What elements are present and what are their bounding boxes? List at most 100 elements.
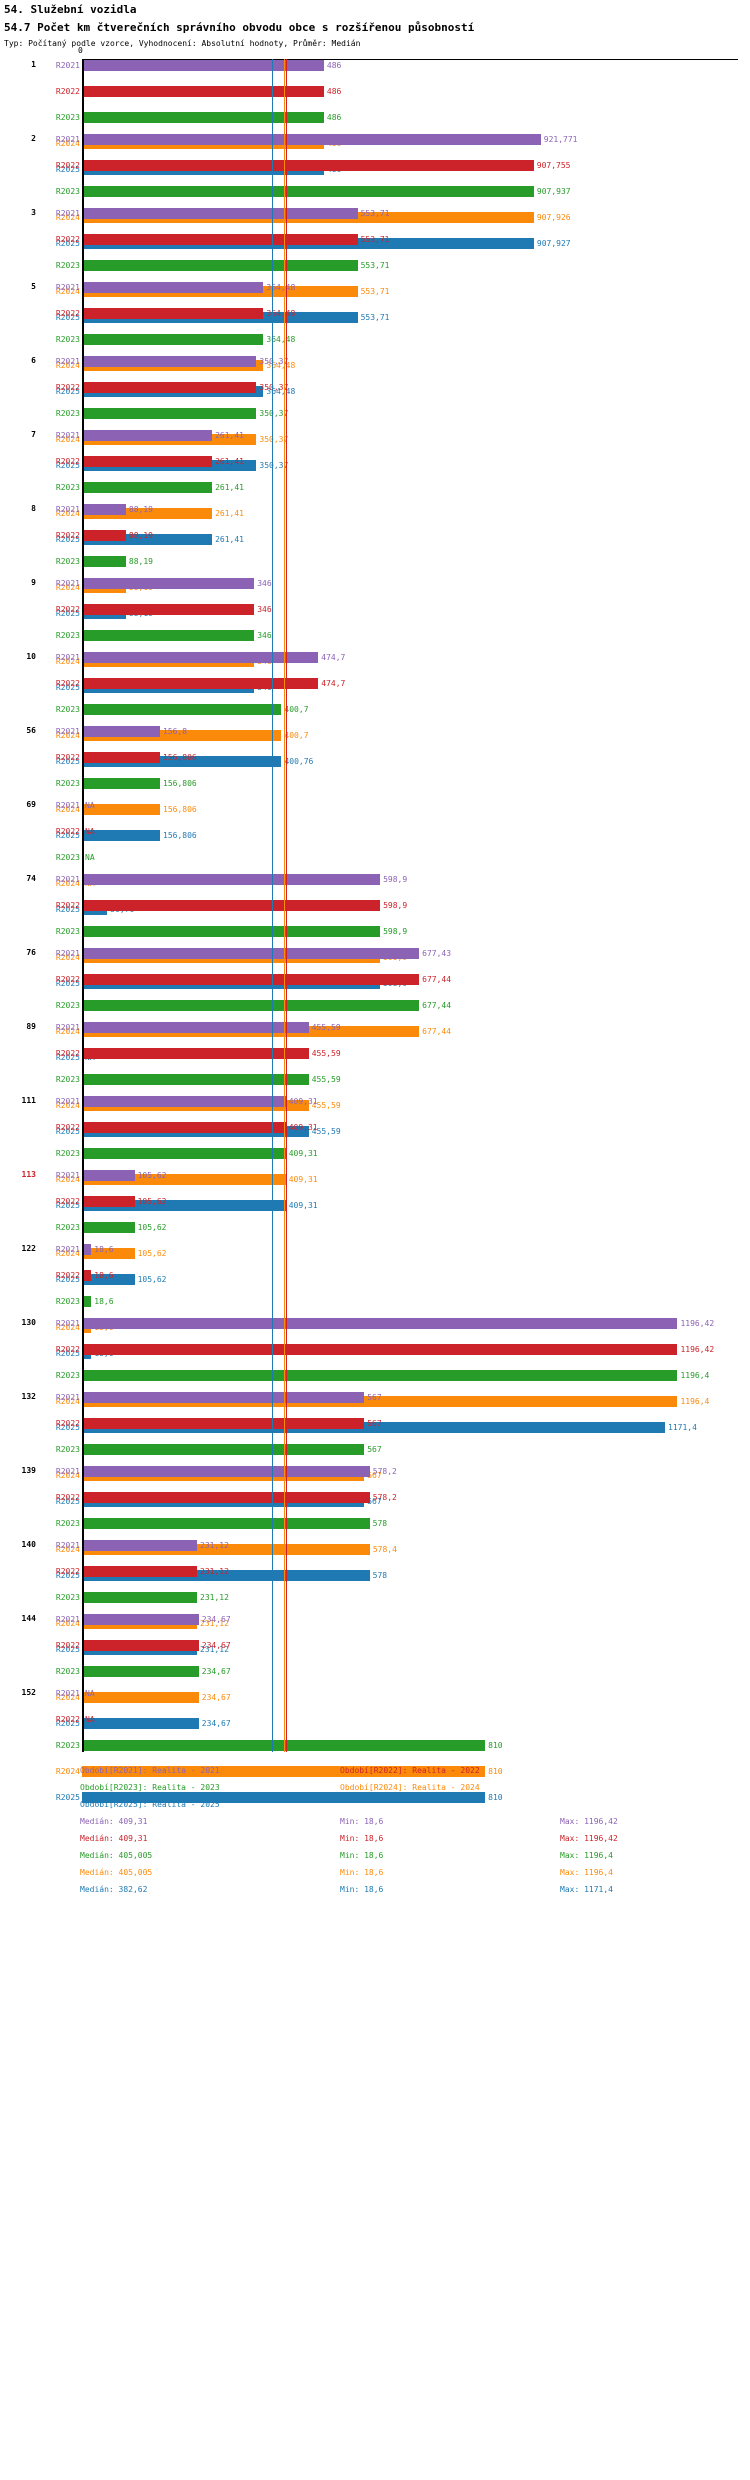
bar[interactable] — [82, 456, 213, 467]
bar[interactable] — [82, 726, 161, 737]
bar[interactable] — [82, 578, 255, 589]
bar[interactable] — [82, 60, 324, 71]
bar-row[interactable]: R2022 234,67 — [0, 1639, 750, 1652]
bar[interactable] — [82, 1544, 370, 1555]
bar-row[interactable]: R2021 1196,42 — [0, 1317, 750, 1330]
bar[interactable] — [82, 1370, 678, 1381]
bar[interactable] — [82, 1174, 286, 1185]
bar[interactable] — [82, 1048, 309, 1059]
bar[interactable] — [82, 1418, 365, 1429]
bar[interactable] — [82, 1248, 135, 1259]
bar[interactable] — [82, 1022, 309, 1033]
bar-row[interactable]: R2022 364,48 — [0, 307, 750, 320]
bar-row[interactable]: R2025 261,41 — [0, 533, 750, 546]
bar[interactable] — [82, 1422, 665, 1433]
bar[interactable] — [82, 356, 257, 367]
bar[interactable] — [82, 1244, 92, 1255]
bar-row[interactable]: R2023 364,48 — [0, 333, 750, 346]
bar[interactable] — [82, 1766, 486, 1777]
bar-row[interactable]: R2022 486 — [0, 85, 750, 98]
bar-row[interactable]: R2022 1196,42 — [0, 1343, 750, 1356]
bar-row[interactable]: R2021 NA — [0, 799, 750, 812]
bar[interactable] — [82, 282, 264, 293]
bar[interactable] — [82, 874, 381, 885]
bar-row[interactable]: R2022 409,31 — [0, 1121, 750, 1134]
bar[interactable] — [82, 1466, 370, 1477]
bar-row[interactable]: R2021 553,71 — [0, 207, 750, 220]
bar[interactable] — [82, 604, 255, 615]
bar-row[interactable]: R2025 810 — [0, 1791, 750, 1804]
bar-row[interactable]: R2022 18,6 — [0, 1269, 750, 1282]
bar-row[interactable]: R2021 88,19 — [0, 503, 750, 516]
bar-row[interactable]: R2023 400,7 — [0, 703, 750, 716]
bar-row[interactable]: R2021 567 — [0, 1391, 750, 1404]
bar[interactable] — [82, 186, 534, 197]
bar-row[interactable]: R2022 346 — [0, 603, 750, 616]
bar-row[interactable]: R2021 409,31 — [0, 1095, 750, 1108]
bar[interactable] — [82, 556, 126, 567]
bar-row[interactable]: R2023 234,67 — [0, 1665, 750, 1678]
bar[interactable] — [82, 1392, 365, 1403]
bar-row[interactable]: R2023 486 — [0, 111, 750, 124]
bar[interactable] — [82, 1566, 198, 1577]
bar[interactable] — [82, 1200, 286, 1211]
bar[interactable] — [82, 1074, 309, 1085]
bar[interactable] — [82, 1274, 135, 1285]
bar-row[interactable]: R2023 677,44 — [0, 999, 750, 1012]
bar[interactable] — [82, 756, 282, 767]
bar-row[interactable]: R2023 346 — [0, 629, 750, 642]
bar[interactable] — [82, 234, 358, 245]
bar[interactable] — [82, 1640, 199, 1651]
bar-row[interactable]: R2024 409,31 — [0, 1173, 750, 1186]
bar-row[interactable]: R2023 455,59 — [0, 1073, 750, 1086]
bar[interactable] — [82, 1296, 92, 1307]
bar[interactable] — [82, 1666, 199, 1677]
bar-row[interactable]: R2021 921,771 — [0, 133, 750, 146]
bar[interactable] — [82, 334, 264, 345]
bar-row[interactable]: R2024 1196,4 — [0, 1395, 750, 1408]
bar-row[interactable]: R2022 350,37 — [0, 381, 750, 394]
bar[interactable] — [82, 752, 161, 763]
bar[interactable] — [82, 260, 358, 271]
bar[interactable] — [82, 704, 282, 715]
bar-row[interactable]: R2023 105,62 — [0, 1221, 750, 1234]
bar[interactable] — [82, 1592, 198, 1603]
bar[interactable] — [82, 112, 324, 123]
bar-row[interactable]: R2023 409,31 — [0, 1147, 750, 1160]
bar[interactable] — [82, 1614, 199, 1625]
bar-row[interactable]: R2024 810 — [0, 1765, 750, 1778]
bar-row[interactable]: R2022 907,755 — [0, 159, 750, 172]
bar-row[interactable]: R2025 578 — [0, 1569, 750, 1582]
bar-row[interactable]: R2024 105,62 — [0, 1247, 750, 1260]
bar[interactable] — [82, 1270, 92, 1281]
bar[interactable] — [82, 86, 324, 97]
bar-row[interactable]: R2022 NA — [0, 1713, 750, 1726]
bar-row[interactable]: R2021 578,2 — [0, 1465, 750, 1478]
bar[interactable] — [82, 778, 161, 789]
bar-row[interactable]: R2022 598,9 — [0, 899, 750, 912]
bar-row[interactable]: R2022 578,2 — [0, 1491, 750, 1504]
bar[interactable] — [82, 652, 319, 663]
bar[interactable] — [82, 730, 282, 741]
bar[interactable] — [82, 830, 161, 841]
bar-row[interactable]: R2025 105,62 — [0, 1273, 750, 1286]
bar-row[interactable]: R2024 156,806 — [0, 803, 750, 816]
bar-row[interactable]: R2023 907,937 — [0, 185, 750, 198]
bar-row[interactable]: R2021 261,41 — [0, 429, 750, 442]
bar[interactable] — [82, 408, 257, 419]
bar[interactable] — [82, 482, 213, 493]
bar-row[interactable]: R2022 156,806 — [0, 751, 750, 764]
bar[interactable] — [82, 534, 213, 545]
bar-row[interactable]: R2023 261,41 — [0, 481, 750, 494]
bar-row[interactable]: R2025 409,31 — [0, 1199, 750, 1212]
bar[interactable] — [82, 1540, 198, 1551]
bar-row[interactable]: R2023 1196,4 — [0, 1369, 750, 1382]
bar[interactable] — [82, 948, 420, 959]
bar[interactable] — [82, 1444, 365, 1455]
bar[interactable] — [82, 1692, 199, 1703]
bar[interactable] — [82, 900, 381, 911]
legend-item[interactable]: Období[R2024]: Realita - 2024 — [340, 1783, 480, 1792]
bar-row[interactable]: R2022 567 — [0, 1417, 750, 1430]
bar[interactable] — [82, 1222, 135, 1233]
bar-row[interactable]: R2022 677,44 — [0, 973, 750, 986]
